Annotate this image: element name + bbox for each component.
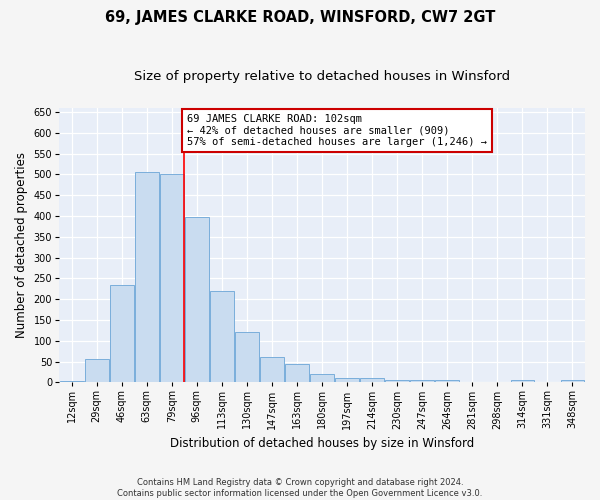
Bar xyxy=(285,364,309,382)
Bar xyxy=(335,378,359,382)
Bar xyxy=(560,380,584,382)
Bar xyxy=(185,217,209,382)
Bar xyxy=(511,380,534,382)
Bar xyxy=(210,291,234,382)
Bar xyxy=(410,380,434,382)
Text: 69, JAMES CLARKE ROAD, WINSFORD, CW7 2GT: 69, JAMES CLARKE ROAD, WINSFORD, CW7 2GT xyxy=(105,10,495,25)
Bar xyxy=(60,381,83,382)
Bar xyxy=(436,380,459,382)
Bar xyxy=(85,360,109,382)
Bar xyxy=(160,174,184,382)
Bar xyxy=(235,332,259,382)
Text: 69 JAMES CLARKE ROAD: 102sqm
← 42% of detached houses are smaller (909)
57% of s: 69 JAMES CLARKE ROAD: 102sqm ← 42% of de… xyxy=(187,114,487,147)
Bar xyxy=(260,358,284,382)
Y-axis label: Number of detached properties: Number of detached properties xyxy=(15,152,28,338)
Title: Size of property relative to detached houses in Winsford: Size of property relative to detached ho… xyxy=(134,70,510,83)
Bar xyxy=(360,378,384,382)
Bar xyxy=(135,172,158,382)
X-axis label: Distribution of detached houses by size in Winsford: Distribution of detached houses by size … xyxy=(170,437,474,450)
Text: Contains HM Land Registry data © Crown copyright and database right 2024.
Contai: Contains HM Land Registry data © Crown c… xyxy=(118,478,482,498)
Bar xyxy=(310,374,334,382)
Bar xyxy=(385,380,409,382)
Bar xyxy=(110,284,134,382)
